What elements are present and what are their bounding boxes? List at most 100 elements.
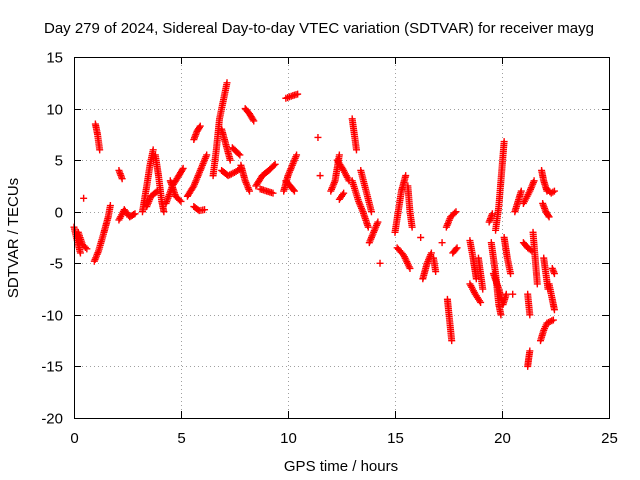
data-point (549, 316, 557, 324)
data-point (176, 196, 184, 204)
data-point (417, 234, 425, 241)
chart-title: Day 279 of 2024, Sidereal Day-to-day VTE… (44, 20, 594, 37)
data-point (546, 318, 554, 326)
y-tick-label: -20 (41, 411, 63, 428)
data-point (402, 172, 410, 180)
x-tick-label: 10 (280, 430, 297, 447)
data-point (374, 218, 382, 226)
x-tick-label: 15 (387, 430, 404, 447)
data-point (270, 162, 278, 170)
y-tick-labels: -20 -15 -10 -5 0 5 10 15 (41, 50, 63, 428)
data-point (177, 197, 185, 205)
data-point (249, 116, 257, 124)
data-point (545, 318, 553, 326)
data-point (226, 156, 234, 164)
y-axis-label: SDTVAR / TECUs (5, 178, 22, 298)
data-point (160, 208, 168, 216)
data-point (543, 319, 551, 327)
data-point (226, 171, 234, 179)
plot-frame (74, 57, 610, 419)
data-point (227, 170, 235, 178)
data-point (517, 187, 525, 195)
data-point (427, 249, 435, 257)
data-point (196, 122, 204, 130)
data-point (178, 166, 186, 174)
x-tick-label: 25 (601, 430, 618, 447)
data-point (364, 223, 372, 231)
data-point (376, 259, 384, 267)
y-tick-label: -10 (41, 308, 63, 325)
data-point (290, 187, 298, 195)
data-point (477, 298, 485, 306)
y-tick-label: 0 (55, 205, 63, 222)
data-point (271, 160, 279, 168)
data-point (339, 191, 347, 199)
data-point (448, 337, 456, 345)
data-point (549, 188, 557, 196)
data-point (223, 79, 231, 87)
data-point (250, 117, 258, 125)
x-axis-label: GPS time / hours (284, 458, 398, 475)
data-point (526, 311, 534, 319)
data-point (245, 187, 253, 195)
data-point (83, 245, 91, 253)
data-point (195, 123, 203, 131)
data-point (550, 268, 558, 276)
x-tick-label: 5 (177, 430, 185, 447)
y-tick-label: -5 (50, 256, 63, 273)
data-point (149, 146, 157, 154)
data-point (340, 189, 348, 197)
data-point (550, 270, 558, 278)
data-point (201, 206, 209, 214)
data-point (453, 244, 461, 252)
data-point (76, 249, 84, 257)
data-point (367, 208, 375, 216)
data-point (544, 212, 552, 220)
x-tick-label: 20 (494, 430, 511, 447)
data-point (545, 213, 553, 221)
data-point (81, 243, 89, 251)
data-point (497, 311, 505, 319)
data-point (179, 164, 187, 172)
data-point (533, 280, 541, 288)
data-point (80, 194, 88, 202)
data-point (118, 175, 126, 183)
y-tick-label: -15 (41, 359, 63, 376)
data-point (224, 172, 232, 180)
x-tick-label: 0 (70, 430, 78, 447)
data-point (432, 268, 440, 276)
data-point (269, 189, 277, 197)
x-tick-labels: 0 5 10 15 20 25 (70, 430, 618, 447)
data-point (106, 202, 114, 210)
data-point (479, 285, 487, 293)
data-point (203, 151, 211, 159)
data-point (314, 133, 322, 141)
data-point (189, 183, 197, 191)
y-tick-label: 5 (55, 153, 63, 170)
data-point (438, 239, 446, 247)
y-tick-label: 15 (46, 50, 63, 67)
data-point (502, 290, 510, 298)
y-tick-label: 10 (46, 102, 63, 119)
data-point (452, 245, 460, 253)
data-point (316, 172, 324, 180)
data-point (548, 317, 556, 325)
data-point (294, 90, 302, 98)
data-point (530, 177, 538, 185)
data-points (70, 79, 558, 370)
axis-ticks (74, 57, 610, 419)
data-point (130, 211, 138, 219)
data-point (408, 223, 416, 231)
data-point (507, 270, 515, 278)
data-point (509, 290, 517, 298)
data-point (524, 362, 532, 370)
data-point (550, 187, 558, 195)
data-point (452, 208, 460, 216)
data-point (236, 151, 244, 159)
data-point (131, 210, 139, 218)
data-point (96, 146, 104, 154)
data-point (451, 209, 459, 217)
data-point (500, 138, 508, 146)
data-point (550, 306, 558, 314)
